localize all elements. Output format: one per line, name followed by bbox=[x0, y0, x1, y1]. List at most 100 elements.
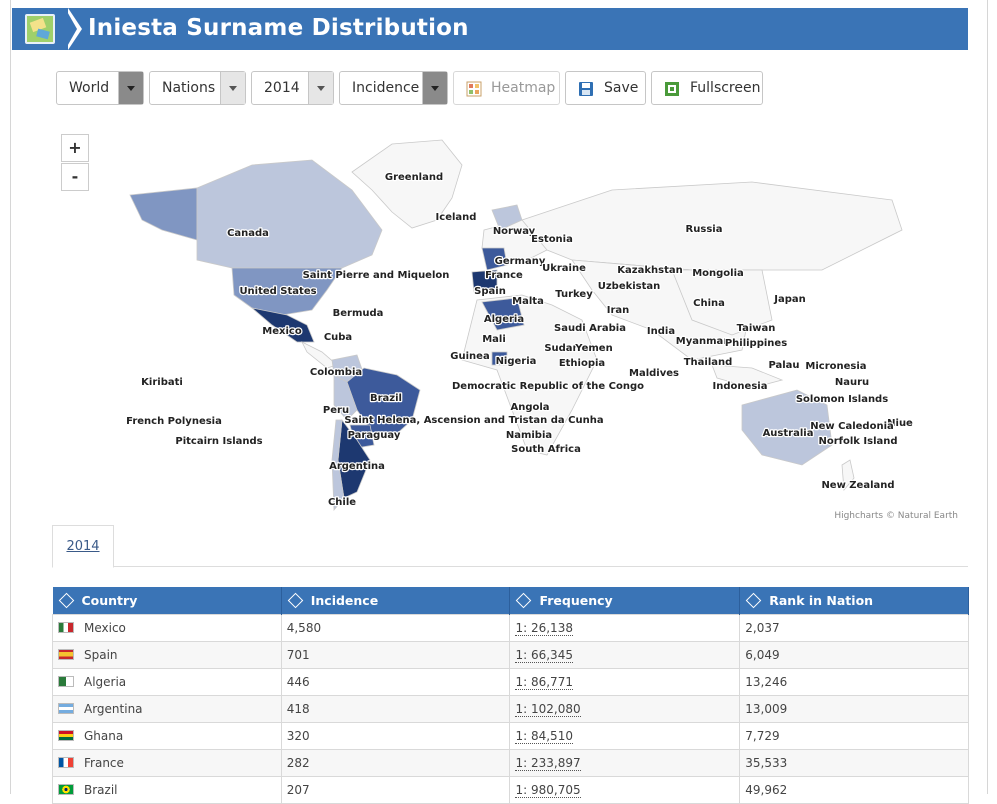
frequency-value[interactable]: 1: 84,510 bbox=[515, 728, 573, 744]
flag-spain-icon bbox=[58, 648, 74, 660]
frequency-cell: 1: 26,138 bbox=[509, 613, 741, 642]
heatmap-icon bbox=[466, 81, 482, 97]
map-label: Sudan bbox=[544, 343, 579, 354]
tab-2014[interactable]: 2014 bbox=[52, 525, 114, 568]
frequency-value[interactable]: 1: 86,771 bbox=[515, 674, 573, 690]
flag-france-icon bbox=[58, 756, 74, 768]
heatmap-button[interactable]: Heatmap bbox=[453, 71, 560, 105]
zoom-in-button[interactable]: + bbox=[61, 134, 89, 162]
region-select[interactable]: World bbox=[56, 71, 144, 105]
region-peru[interactable] bbox=[333, 374, 358, 421]
map-label: Norfolk Island bbox=[818, 436, 897, 447]
chevron-down-icon bbox=[422, 72, 447, 104]
incidence-cell: 4,580 bbox=[280, 613, 511, 642]
column-header-rank[interactable]: Rank in Nation bbox=[739, 587, 969, 614]
map-label: Cuba bbox=[324, 332, 352, 343]
country-name: Spain bbox=[84, 647, 118, 662]
region-nigeria[interactable] bbox=[491, 351, 508, 366]
map-label: China bbox=[693, 298, 725, 309]
frequency-value[interactable]: 1: 102,080 bbox=[515, 701, 581, 717]
column-header-incidence[interactable]: Incidence bbox=[281, 587, 511, 614]
region-chile[interactable] bbox=[331, 419, 345, 512]
region-greenland[interactable] bbox=[351, 139, 463, 229]
map-label: Nigeria bbox=[496, 356, 537, 367]
region-central-america[interactable] bbox=[301, 341, 338, 369]
region-canada[interactable] bbox=[196, 159, 383, 269]
map-credits[interactable]: Highcharts © Natural Earth bbox=[834, 511, 958, 521]
map-label: Palau bbox=[768, 360, 799, 371]
map-label: Yemen bbox=[574, 343, 612, 354]
map-label: Ukraine bbox=[542, 263, 586, 274]
region-new-zealand[interactable] bbox=[841, 459, 855, 492]
region-germany-france[interactable] bbox=[481, 247, 508, 271]
map-label: Uzbekistan bbox=[598, 281, 661, 292]
frequency-cell: 1: 86,771 bbox=[509, 667, 741, 696]
year-select[interactable]: 2014 bbox=[251, 71, 334, 105]
country-cell: Argentina bbox=[52, 694, 282, 723]
fullscreen-button[interactable]: Fullscreen bbox=[651, 71, 763, 105]
frequency-cell: 1: 980,705 bbox=[509, 775, 741, 804]
level-select[interactable]: Nations bbox=[149, 71, 246, 105]
map-label: Saint Pierre and Miquelon bbox=[303, 270, 450, 281]
map-label: Australia bbox=[763, 428, 814, 439]
region-algeria[interactable] bbox=[481, 297, 525, 331]
map-label: Canada bbox=[227, 228, 269, 239]
map-label: New Zealand bbox=[821, 480, 894, 491]
region-brazil[interactable] bbox=[346, 367, 421, 439]
header-chevron-inner bbox=[65, 8, 77, 50]
chevron-down-icon bbox=[118, 72, 143, 104]
flag-ghana-icon bbox=[58, 729, 74, 741]
table-row: Argentina 418 1: 102,080 13,009 bbox=[52, 694, 969, 723]
column-header-label: Country bbox=[81, 592, 138, 608]
page-frame bbox=[10, 0, 988, 794]
map-label: Iran bbox=[607, 305, 630, 316]
map-canvas[interactable]: Greenland Iceland Canada Norway Estonia … bbox=[52, 120, 968, 525]
region-africa[interactable] bbox=[461, 294, 598, 456]
map-label: Brazil bbox=[370, 393, 402, 404]
save-button[interactable]: Save bbox=[565, 71, 646, 105]
column-header-label: Frequency bbox=[539, 592, 613, 608]
region-united-states[interactable] bbox=[231, 267, 343, 316]
region-spain[interactable] bbox=[471, 269, 498, 293]
incidence-cell: 207 bbox=[280, 775, 511, 804]
region-indonesia[interactable] bbox=[711, 364, 784, 389]
frequency-value[interactable]: 1: 233,897 bbox=[515, 755, 581, 771]
map-label: Bermuda bbox=[333, 308, 384, 319]
map-label: Niue bbox=[887, 418, 913, 429]
incidence-cell: 418 bbox=[280, 694, 511, 723]
country-cell: Algeria bbox=[52, 667, 282, 696]
map-label: Mexico bbox=[262, 326, 302, 337]
frequency-cell: 1: 84,510 bbox=[509, 721, 741, 750]
region-china[interactable] bbox=[671, 269, 773, 336]
world-map[interactable]: Greenland Iceland Canada Norway Estonia … bbox=[52, 120, 968, 525]
map-label: Chile bbox=[328, 497, 356, 508]
zoom-out-button[interactable]: - bbox=[61, 163, 89, 191]
rank-cell: 2,037 bbox=[739, 613, 969, 642]
region-mexico[interactable] bbox=[250, 307, 315, 343]
column-header-frequency[interactable]: Frequency bbox=[509, 587, 741, 614]
map-label: Algeria bbox=[484, 314, 524, 325]
flag-brazil-icon bbox=[58, 783, 74, 795]
map-label: French Polynesia bbox=[126, 416, 222, 427]
map-label: Democratic Republic of the Congo bbox=[452, 381, 644, 392]
region-russia[interactable] bbox=[521, 181, 903, 271]
frequency-value[interactable]: 1: 26,138 bbox=[515, 620, 573, 636]
frequency-value[interactable]: 1: 66,345 bbox=[515, 647, 573, 663]
map-label: Saint Helena, Ascension and Tristan da C… bbox=[344, 415, 603, 426]
map-label: Pitcairn Islands bbox=[175, 436, 262, 447]
distribution-table: Country Incidence Frequency Rank in Nati… bbox=[52, 587, 969, 804]
country-cell: Mexico bbox=[52, 613, 282, 642]
region-australia[interactable] bbox=[741, 389, 833, 466]
column-header-country[interactable]: Country bbox=[52, 587, 282, 614]
map-label: Mongolia bbox=[692, 268, 744, 279]
region-alaska[interactable] bbox=[129, 187, 198, 241]
year-tabs: 2014 bbox=[52, 525, 968, 568]
metric-select[interactable]: Incidence bbox=[339, 71, 448, 105]
map-label: Angola bbox=[510, 402, 549, 413]
country-name: France bbox=[84, 755, 124, 770]
sort-icon bbox=[745, 592, 762, 609]
incidence-cell: 701 bbox=[280, 640, 511, 669]
year-select-value: 2014 bbox=[264, 80, 300, 96]
frequency-value[interactable]: 1: 980,705 bbox=[515, 782, 581, 798]
map-label: Guinea bbox=[450, 351, 489, 362]
